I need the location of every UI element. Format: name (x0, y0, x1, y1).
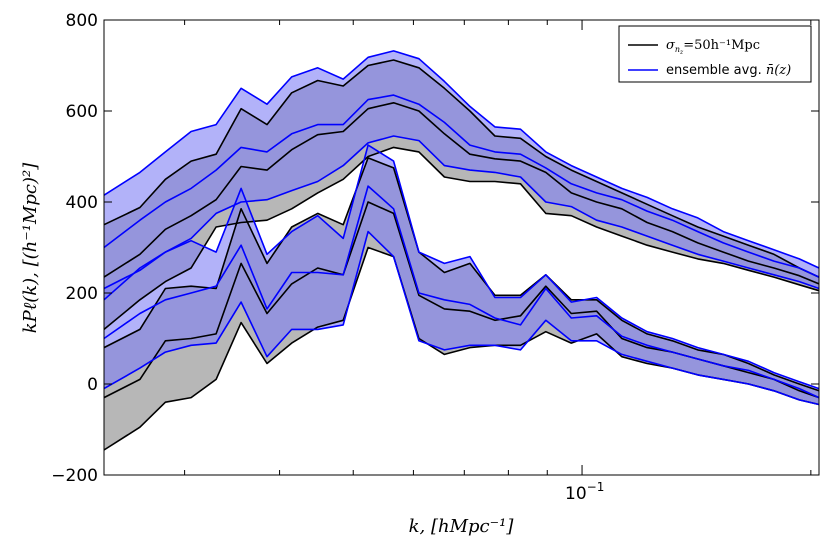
y-tick-label: −200 (51, 466, 98, 486)
x-tick-label-exp: −1 (587, 480, 605, 494)
blue-line-quadrupole-upper (103, 144, 820, 390)
ticks-layer: −200 0 200 400 600 800 (51, 11, 819, 486)
legend-label-black-sub: n (675, 45, 680, 54)
black-line-monopole-lower (103, 146, 820, 331)
blue-band-monopole (104, 50, 819, 300)
legend-label-blue: ensemble avg. n̄(z) (666, 63, 791, 78)
y-axis-label: kPℓ(k), [(h⁻¹Mpc)²] (20, 162, 41, 334)
blue-line-quadrupole-center (103, 185, 820, 399)
legend-box (618, 25, 812, 83)
blue-line-quadrupole-lower (103, 230, 820, 406)
black-line-monopole-center (103, 102, 820, 285)
axes-frame (103, 19, 820, 476)
legend-label-black-main: σ (666, 38, 676, 53)
legend-label-blue-rest: n̄(z) (766, 63, 791, 78)
y-tick-label: 400 (66, 193, 98, 213)
y-tick-label: 200 (66, 284, 98, 304)
y-tick-label: 800 (66, 11, 98, 31)
legend-label-black-subsub: z (679, 49, 684, 56)
black-line-monopole-upper (103, 59, 820, 278)
x-tick-label: 10−1 (565, 480, 604, 504)
x-axis-label: k, [hMpc⁻¹] (409, 516, 515, 537)
legend: σnz=50h⁻¹Mpc ensemble avg. n̄(z) (618, 25, 812, 83)
x-tick-label-base: 10 (565, 484, 587, 504)
legend-label-blue-main: ensemble avg. (666, 63, 766, 78)
y-tick-label: 0 (87, 375, 98, 395)
bands-layer (104, 50, 819, 450)
plot-area (103, 50, 820, 451)
blue-line-monopole-center (103, 94, 820, 278)
y-tick-label: 600 (66, 102, 98, 122)
lines-layer (103, 50, 820, 451)
legend-label-black-rest: =50h⁻¹Mpc (683, 38, 760, 53)
blue-line-monopole-upper (103, 50, 820, 269)
legend-label-black: σnz=50h⁻¹Mpc (666, 38, 760, 56)
blue-band-quadrupole (104, 145, 819, 405)
blue-line-monopole-lower (103, 135, 820, 301)
black-line-quadrupole-upper (103, 157, 820, 392)
